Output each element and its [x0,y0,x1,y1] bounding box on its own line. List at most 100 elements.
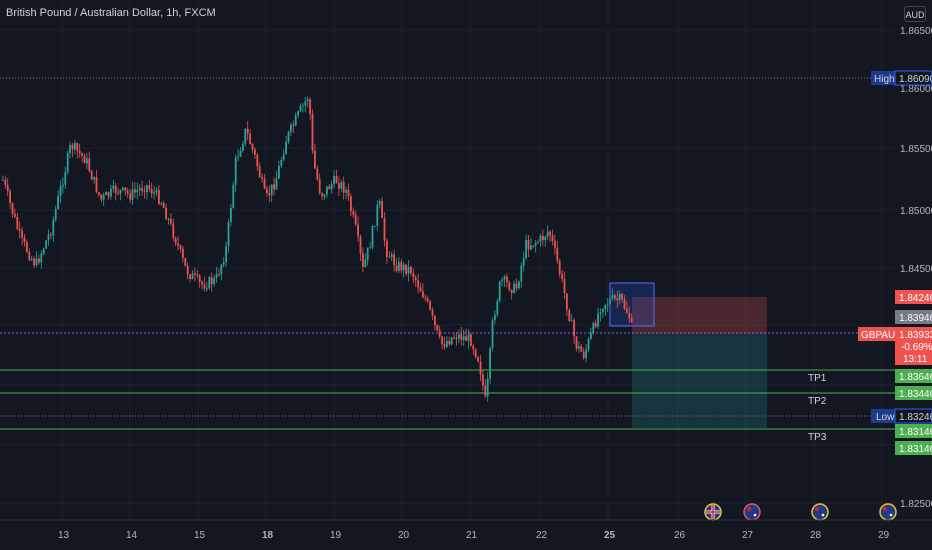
candle [215,274,218,278]
high-tag-value: 1.86090 [899,74,932,85]
candle [273,184,275,190]
candle [40,253,43,263]
candle [251,143,254,150]
candle [352,211,355,215]
candle [136,190,139,193]
candle [107,192,110,197]
candle [494,314,496,321]
candle [539,235,542,242]
candle [184,258,187,267]
candle [455,337,458,339]
candle [491,320,494,349]
symbol-title[interactable]: British Pound / Australian Dollar, 1h, F… [6,7,216,19]
take-profit-zone[interactable] [632,334,767,428]
candle [510,290,513,293]
low-label: Low [876,412,895,423]
candle [138,188,141,191]
candle [237,156,239,158]
candle [119,189,122,194]
candle [282,154,285,160]
candle [630,318,633,322]
entry-tag [895,310,932,324]
candle [587,339,590,350]
candle [160,203,163,205]
candle [23,237,26,243]
candle [148,185,151,190]
candle [242,143,244,151]
candle [443,344,446,347]
candle [196,274,199,276]
candle [299,106,302,112]
candle [198,275,201,282]
candle [364,259,367,267]
australia-flag-icon[interactable] [743,503,761,521]
candle [153,192,155,194]
candle [74,143,76,150]
candle [501,279,503,282]
candle [86,158,88,164]
high-label: High [874,74,895,85]
candle [165,207,167,220]
candle [544,236,547,241]
candle [381,201,383,218]
candle [530,245,532,250]
candle [83,155,86,164]
candle [628,312,631,319]
candle [182,248,184,259]
candle [318,179,321,194]
candle [122,187,124,190]
candle [174,237,177,244]
candle [616,298,619,301]
candle [606,303,609,305]
candle [186,266,189,275]
time-tick: 29 [878,530,890,541]
candle [275,178,278,190]
candle [575,336,578,349]
candle [383,217,386,241]
candle [462,336,465,340]
candle [225,246,227,263]
currency-button[interactable]: AUD [904,6,926,22]
candle [201,281,203,285]
candle [208,277,211,289]
candle [431,309,434,316]
candle [4,179,7,185]
candle [554,241,556,248]
candle [537,241,539,243]
candle [158,190,160,204]
candle [542,235,544,241]
candle [398,262,400,271]
candle [484,385,487,397]
candle [551,235,554,242]
australia-flag-icon[interactable] [879,503,897,521]
candle [407,266,410,274]
uk-flag-icon[interactable] [704,503,722,521]
candle [244,128,247,144]
candle [335,176,338,184]
price-tick: 1.84500 [900,264,932,275]
candle [162,203,165,208]
candle [194,273,196,275]
candle [227,222,230,247]
events[interactable] [704,503,897,521]
candle [11,202,14,214]
candle [525,240,527,259]
time-axis[interactable]: 13 14 15 18 19 20 21 22 25 26 27 28 29 [0,519,932,541]
candle [436,325,439,331]
candle [626,308,628,313]
candle [386,240,388,257]
candle [448,341,451,345]
candle [424,297,427,299]
australia-flag-icon[interactable] [811,503,829,521]
candle [354,214,357,225]
candle [328,186,331,190]
candle [64,171,67,185]
candle [604,304,607,309]
price-tags: High 1.86090 1.84246 1.83946 GBPAUD 1.83… [858,70,932,455]
candle [400,262,403,271]
candle [62,184,64,187]
candle [422,291,424,298]
candle [460,334,463,340]
candle [126,190,129,194]
